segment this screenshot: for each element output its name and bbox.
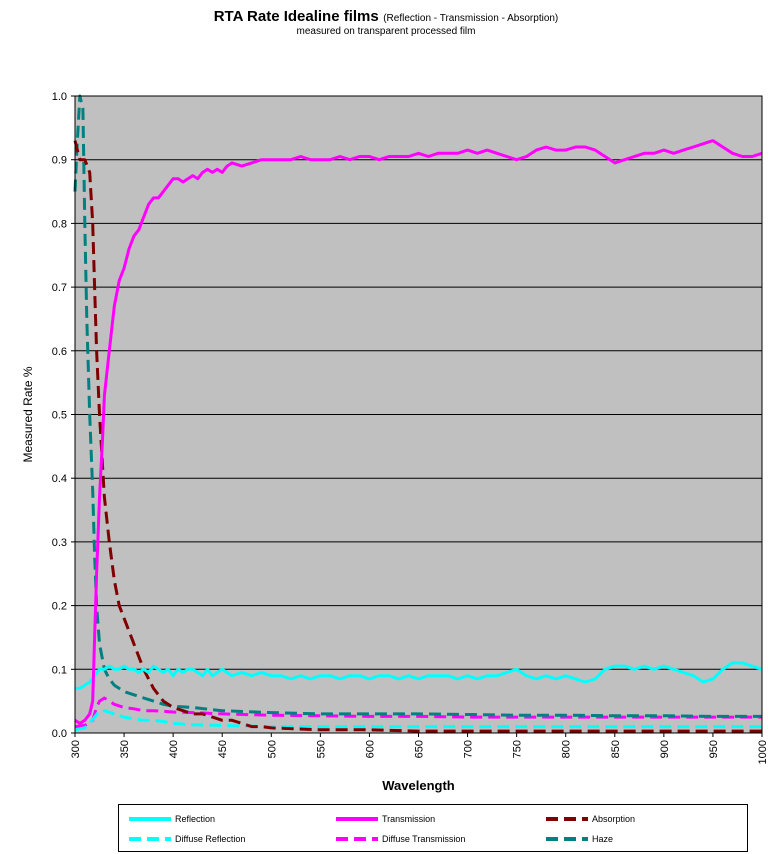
legend-swatch: [129, 837, 171, 841]
series-line-absorption: [73, 140, 762, 733]
x-tick-label: 1000: [757, 740, 769, 764]
chart-title-suffix: (Reflection - Transmission - Absorption): [383, 13, 559, 24]
series-line-haze: [73, 94, 762, 718]
y-tick-label: 1.0: [52, 91, 67, 103]
series-line-diffuse-transmission: [74, 696, 762, 729]
legend-swatch: [336, 817, 378, 821]
series-line-reflection: [75, 661, 763, 690]
legend-item-transmission: Transmission: [334, 811, 435, 827]
chart-subtitle: measured on transparent processed film: [296, 26, 476, 37]
series-line-transmission: [74, 139, 763, 725]
y-tick-label: 0.5: [52, 410, 67, 422]
x-tick-label: 900: [659, 740, 671, 758]
x-axis-label: Wavelength: [382, 778, 455, 793]
x-tick-label: 550: [315, 740, 327, 758]
legend-swatch: [336, 837, 378, 841]
legend-label: Absorption: [592, 814, 636, 824]
x-tick-label: 350: [119, 740, 131, 758]
chart-title: RTA Rate Idealine films: [213, 8, 379, 25]
legend-swatch: [546, 817, 588, 821]
x-tick-label: 950: [708, 740, 720, 758]
legend-swatch: [546, 837, 588, 841]
x-tick-label: 400: [168, 740, 180, 758]
x-tick-label: 850: [610, 740, 622, 758]
legend-item-reflection: Reflection: [127, 811, 215, 827]
x-tick-labels: 300 350 400 450 500 550 600 650 700 750 800 850 900 9…: [70, 733, 769, 764]
x-tick-label: 600: [364, 740, 376, 758]
series-group: [73, 94, 763, 733]
series-line-diffuse-reflection: [74, 709, 762, 732]
y-tick-labels: 0.0 0.1 0.2 0.3 0.4 0.5 0.6 0.7 0.8 0.9 1.0: [52, 91, 75, 740]
legend-item-absorption: Absorption: [544, 811, 635, 827]
y-tick-label: 0.2: [52, 601, 67, 613]
x-tick-label: 500: [266, 740, 278, 758]
x-tick-label: 700: [463, 740, 475, 758]
y-axis-label: Measured Rate %: [21, 366, 35, 462]
y-tick-label: 0.7: [52, 282, 67, 294]
legend: Reflection Transmission Absorption Diffuse …: [118, 804, 748, 852]
y-tick-label: 0.8: [52, 218, 67, 230]
x-tick-label: 800: [561, 740, 573, 758]
y-tick-label: 0.6: [52, 346, 67, 358]
y-tick-label: 0.0: [52, 728, 67, 740]
legend-label: Haze: [592, 834, 614, 844]
y-tick-label: 0.1: [52, 664, 67, 676]
y-tick-label: 0.9: [52, 155, 67, 167]
legend-item-haze: Haze: [544, 831, 613, 847]
legend-item-diffuse-transmission: Diffuse Transmission: [334, 831, 465, 847]
x-tick-label: 450: [217, 740, 229, 758]
chart-title-line: RTA Rate Idealine films (Reflection - Tr…: [0, 8, 772, 26]
legend-label: Diffuse Reflection: [175, 834, 246, 844]
x-tick-label: 300: [70, 740, 82, 758]
x-tick-label: 650: [414, 740, 426, 758]
legend-item-diffuse-reflection: Diffuse Reflection: [127, 831, 245, 847]
x-tick-label: 750: [512, 740, 524, 758]
y-tick-label: 0.3: [52, 537, 67, 549]
legend-label: Reflection: [175, 814, 216, 824]
legend-swatch: [129, 817, 171, 821]
chart-title-block: RTA Rate Idealine films (Reflection - Tr…: [0, 8, 772, 37]
legend-label: Transmission: [382, 814, 436, 824]
legend-label: Diffuse Transmission: [382, 834, 466, 844]
line-chart: 0.0 0.1 0.2 0.3 0.4 0.5 0.6 0.7 0.8 0.9 1.0 300 350…: [21, 91, 769, 793]
y-tick-label: 0.4: [52, 473, 67, 485]
